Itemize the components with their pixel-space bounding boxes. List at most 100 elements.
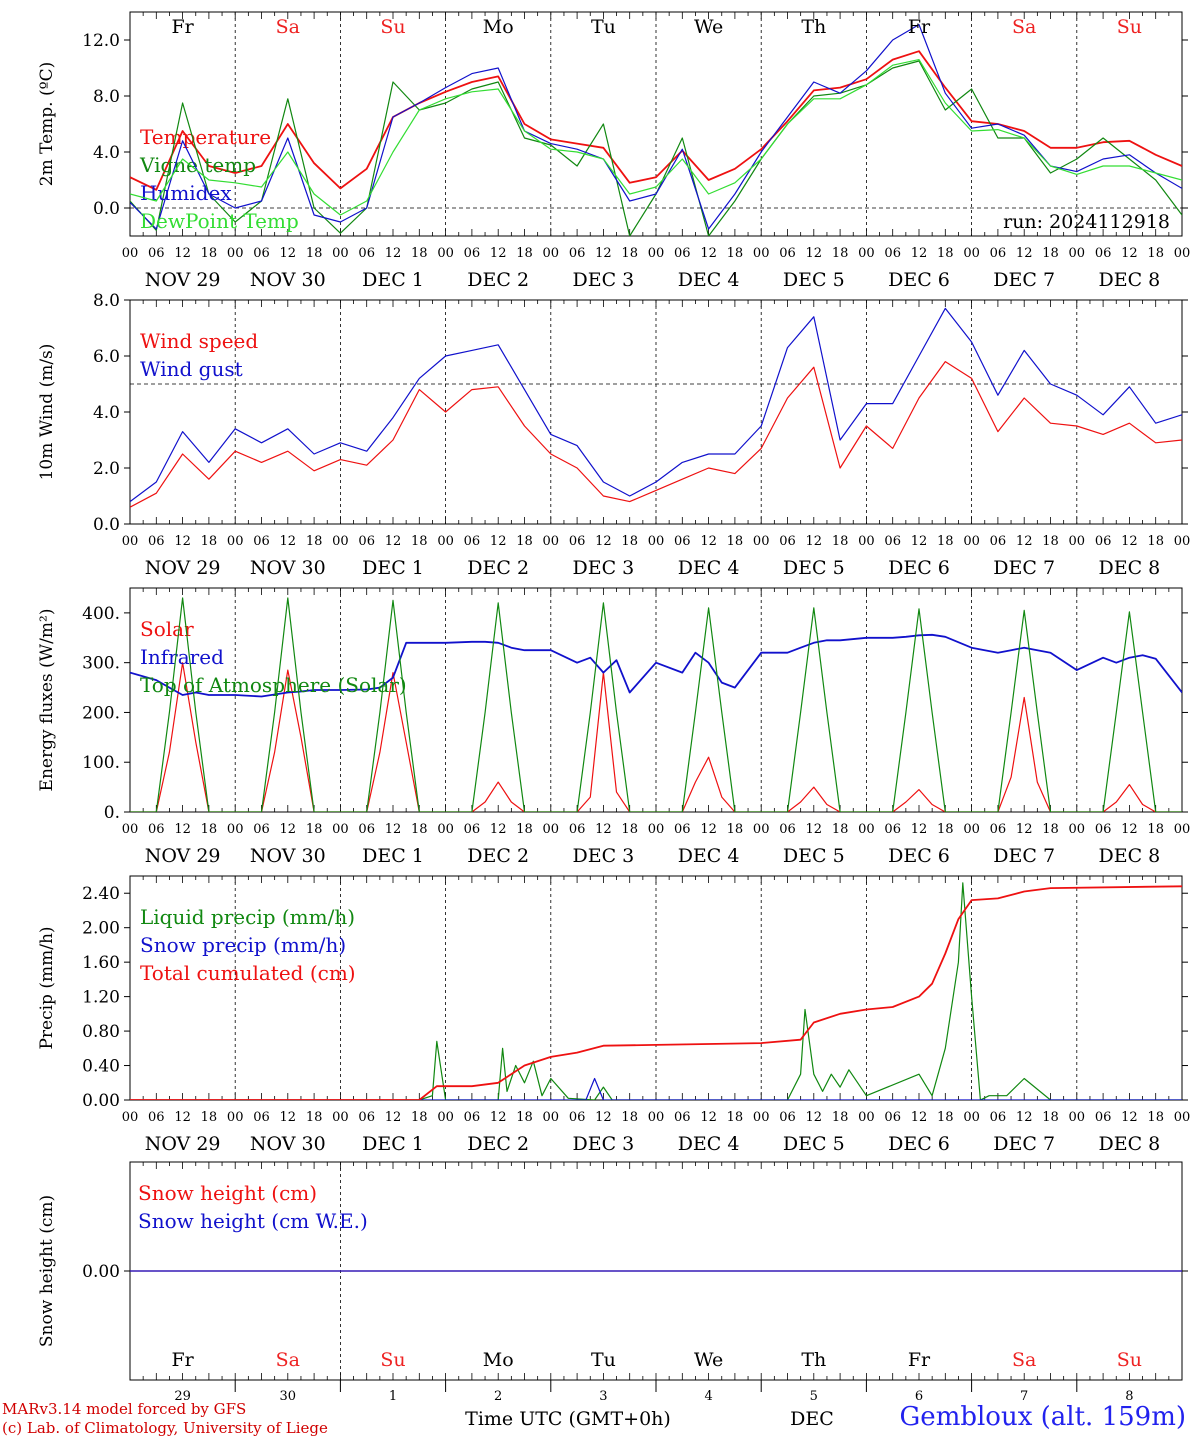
day-number-label: 3 [599,1389,607,1404]
day-number-label: 8 [1125,1389,1133,1404]
legend-label: Infrared [140,645,224,669]
date-label: DEC 6 [888,1133,950,1155]
y-tick-label: 2.00 [82,919,120,939]
hour-tick-label: 12 [490,246,507,261]
hour-tick-label: 18 [201,534,218,549]
x-axis-title: Time UTC (GMT+0h) [465,1408,671,1430]
hour-tick-label: 12 [1121,1110,1138,1125]
hour-tick-label: 00 [332,246,349,261]
hour-tick-label: 18 [1147,822,1164,837]
hour-tick-label: 00 [1069,246,1086,261]
legend-label: Snow height (cm) [138,1181,317,1205]
weekday-label: Fr [171,16,194,38]
hour-tick-label: 12 [595,1110,612,1125]
hour-tick-label: 00 [963,534,980,549]
date-label: DEC 3 [573,557,635,579]
legend-label: Liquid precip (mm/h) [140,905,355,929]
hour-tick-label: 12 [1016,534,1033,549]
day-number-label: 7 [1020,1389,1028,1404]
hour-tick-label: 00 [1174,1110,1191,1125]
hour-tick-label: 00 [543,822,560,837]
date-label: NOV 29 [145,845,221,867]
hour-tick-label: 18 [1147,534,1164,549]
y-axis-label: Precip (mm/h) [37,926,57,1049]
date-label: NOV 30 [250,269,326,291]
hour-tick-label: 00 [648,822,665,837]
hour-tick-label: 00 [858,1110,875,1125]
hour-tick-label: 00 [543,1110,560,1125]
panel-temp: 0.0 4.0 8.0 12.0 2m Temp. (ºC) Temperature Vig… [37,11,1190,291]
weekday-label: Sa [276,1349,300,1371]
hour-tick-label: 00 [437,1110,454,1125]
hour-tick-label: 06 [569,246,586,261]
hour-tick-label: 00 [227,822,244,837]
weekday-label: Mo [483,16,514,38]
hour-tick-label: 00 [753,246,770,261]
hour-tick-label: 18 [1042,246,1059,261]
hour-tick-label: 18 [201,822,218,837]
hour-tick-label: 06 [779,822,796,837]
hour-tick-label: 12 [1121,246,1138,261]
hour-tick-label: 12 [700,1110,717,1125]
series-energy-1 [130,633,1182,698]
hour-tick-label: 06 [569,534,586,549]
weekday-label: Sa [1012,1349,1036,1371]
date-label: NOV 30 [250,1133,326,1155]
date-label: DEC 4 [678,269,740,291]
weekday-label: Tu [591,16,616,38]
hour-tick-label: 06 [464,246,481,261]
hour-tick-label: 12 [385,246,402,261]
hour-tick-label: 06 [884,822,901,837]
hour-tick-label: 12 [490,822,507,837]
hour-tick-label: 06 [464,1110,481,1125]
hour-tick-label: 00 [122,246,139,261]
y-axis-label: Snow height (cm) [37,1195,57,1347]
panel-snow: 0.00 Snow height (cm) Snow height (cm) Snow… [37,1161,1188,1430]
series-precip-2 [130,885,1182,1100]
weekday-label: We [694,1349,723,1371]
hour-tick-label: 12 [1016,822,1033,837]
weekday-label: Tu [591,1349,616,1371]
hour-tick-label: 06 [464,534,481,549]
hour-tick-label: 12 [385,534,402,549]
legend-label: Vigne temp [139,153,256,177]
hour-tick-label: 18 [727,534,744,549]
hour-tick-label: 12 [595,822,612,837]
date-label: DEC 3 [573,845,635,867]
legend-label: Total cumulated (cm) [140,961,356,985]
hour-tick-label: 18 [306,246,323,261]
y-tick-label: 0.0 [93,199,120,219]
hour-tick-label: 06 [358,822,375,837]
hour-tick-label: 00 [1069,534,1086,549]
legend-label: Snow height (cm W.E.) [138,1209,368,1233]
hour-tick-label: 00 [963,246,980,261]
weekday-label: Su [380,1349,405,1371]
hour-tick-label: 06 [779,246,796,261]
hour-tick-label: 12 [806,822,823,837]
date-label: DEC 2 [467,269,529,291]
hour-tick-label: 00 [122,534,139,549]
hour-tick-label: 06 [990,1110,1007,1125]
hour-tick-label: 18 [516,534,533,549]
series-wind-0 [130,361,1182,508]
date-label: NOV 29 [145,557,221,579]
hour-tick-label: 06 [1095,1110,1112,1125]
station-name: Gembloux (alt. 159m) [899,1402,1186,1432]
y-tick-label: 4.0 [93,403,120,423]
hour-tick-label: 00 [227,246,244,261]
series-temp-2 [130,24,1182,230]
y-tick-label: 0.0 [93,515,120,535]
hour-tick-label: 00 [858,534,875,549]
hour-tick-label: 06 [569,822,586,837]
hour-tick-label: 06 [779,1110,796,1125]
date-label: DEC 1 [362,269,424,291]
hour-tick-label: 18 [1147,246,1164,261]
hour-tick-label: 00 [332,822,349,837]
weekday-label: Sa [1012,16,1036,38]
hour-tick-label: 12 [490,1110,507,1125]
hour-tick-label: 00 [122,822,139,837]
hour-tick-label: 12 [911,1110,928,1125]
hour-tick-label: 06 [253,1110,270,1125]
hour-tick-label: 06 [569,1110,586,1125]
y-tick-label: 8.0 [93,291,120,311]
